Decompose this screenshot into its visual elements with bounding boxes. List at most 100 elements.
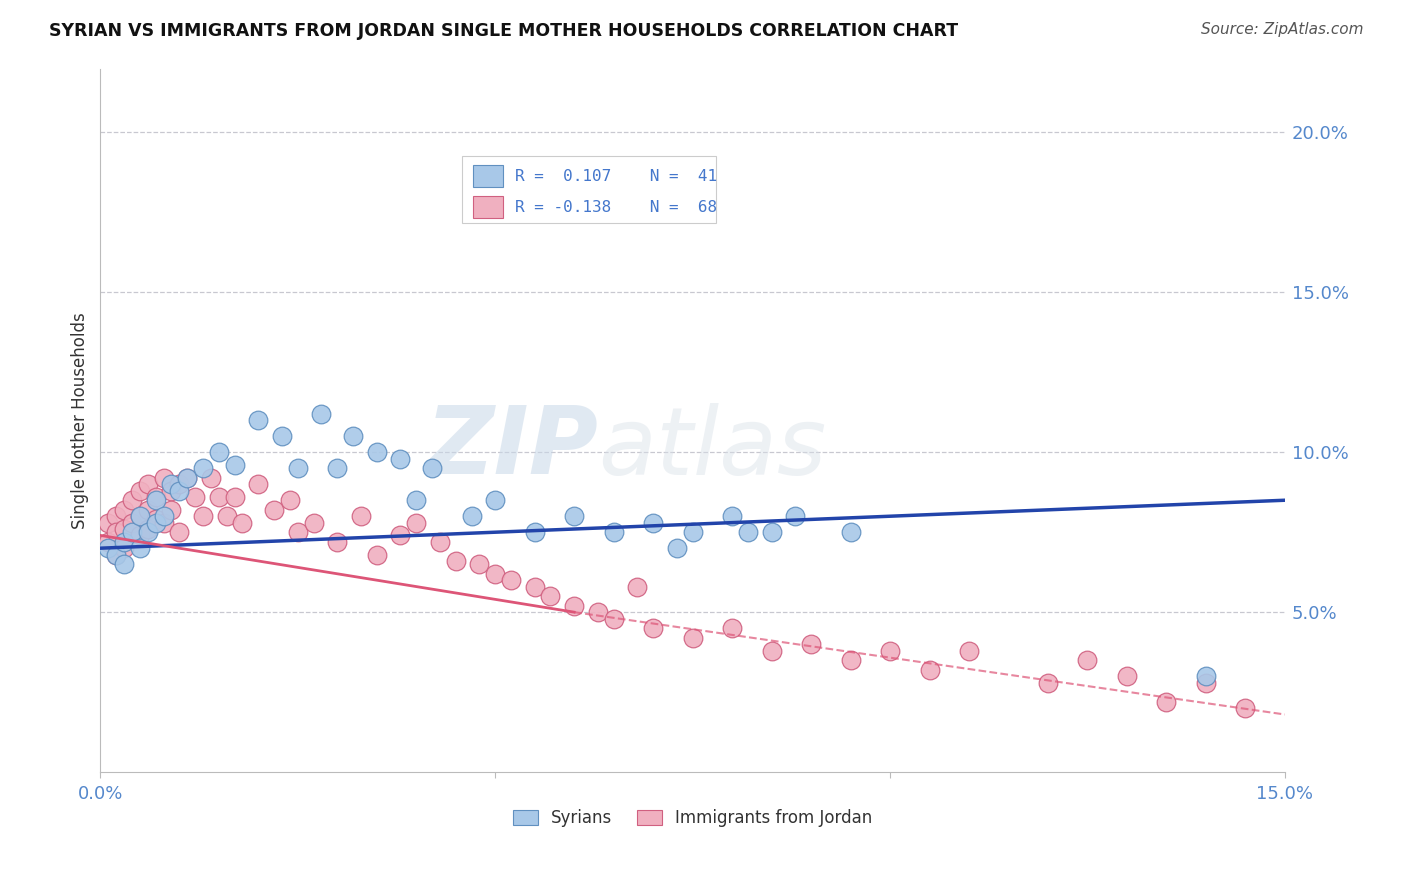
Point (468, 557, 491, 571)
Point (1116, 669, 1139, 683)
Point (643, 516, 665, 530)
Point (112, 557, 135, 571)
Point (562, 509, 585, 524)
Point (761, 525, 783, 540)
Point (145, 493, 167, 508)
Point (191, 461, 214, 475)
Point (271, 429, 294, 443)
Point (152, 509, 174, 524)
Point (112, 541, 135, 556)
Point (128, 528, 150, 542)
Point (326, 534, 349, 549)
Point (800, 637, 823, 651)
Point (152, 471, 174, 485)
Point (224, 458, 246, 472)
Point (839, 525, 862, 540)
Point (540, 589, 562, 603)
Point (839, 653, 862, 667)
Point (682, 631, 704, 645)
Point (215, 509, 238, 524)
Point (136, 477, 159, 491)
Point (405, 516, 427, 530)
Point (247, 477, 270, 491)
Point (682, 525, 704, 540)
Point (160, 477, 183, 491)
Point (231, 516, 253, 530)
Point (405, 493, 427, 508)
Point (145, 512, 167, 526)
Point (136, 525, 159, 540)
Text: R = -0.138    N =  68: R = -0.138 N = 68 (515, 200, 717, 215)
Point (311, 407, 333, 421)
Point (562, 599, 585, 613)
Point (389, 528, 412, 542)
Point (176, 471, 198, 485)
Point (429, 534, 451, 549)
Point (366, 548, 388, 562)
Point (484, 566, 506, 581)
Point (1156, 695, 1178, 709)
Point (1076, 653, 1098, 667)
Point (208, 490, 231, 504)
Point (420, 461, 443, 475)
Point (121, 493, 143, 508)
Point (169, 483, 191, 498)
Point (1195, 669, 1218, 683)
Point (523, 525, 546, 540)
Point (761, 643, 783, 657)
Point (191, 509, 214, 524)
Point (586, 605, 609, 619)
Point (302, 516, 325, 530)
Point (121, 525, 143, 540)
Point (484, 493, 506, 508)
Point (136, 503, 159, 517)
Point (128, 483, 150, 498)
Point (105, 548, 128, 562)
Legend: Syrians, Immigrants from Jordan: Syrians, Immigrants from Jordan (506, 803, 879, 834)
Point (160, 503, 183, 517)
FancyBboxPatch shape (461, 156, 716, 223)
Point (444, 554, 467, 568)
Text: atlas: atlas (598, 403, 827, 494)
Text: SYRIAN VS IMMIGRANTS FROM JORDAN SINGLE MOTHER HOUSEHOLDS CORRELATION CHART: SYRIAN VS IMMIGRANTS FROM JORDAN SINGLE … (49, 22, 959, 40)
Text: ZIP: ZIP (425, 402, 598, 494)
Point (208, 445, 231, 459)
Point (721, 509, 744, 524)
Point (128, 509, 150, 524)
Point (105, 525, 128, 540)
Point (460, 509, 482, 524)
Point (176, 471, 198, 485)
Text: Source: ZipAtlas.com: Source: ZipAtlas.com (1201, 22, 1364, 37)
Point (342, 429, 364, 443)
Point (499, 573, 522, 587)
Point (97, 541, 120, 556)
Point (200, 471, 222, 485)
Point (128, 509, 150, 524)
Point (169, 525, 191, 540)
Point (957, 643, 980, 657)
Point (112, 503, 135, 517)
Point (287, 461, 309, 475)
Point (97, 534, 120, 549)
Point (737, 525, 759, 540)
Point (121, 516, 143, 530)
Point (145, 490, 167, 504)
Point (169, 477, 191, 491)
Point (278, 493, 301, 508)
Point (602, 611, 624, 625)
Point (152, 516, 174, 530)
FancyBboxPatch shape (474, 165, 503, 187)
Point (785, 509, 807, 524)
Point (224, 490, 246, 504)
Point (602, 525, 624, 540)
Y-axis label: Single Mother Households: Single Mother Households (72, 312, 89, 529)
Point (1195, 675, 1218, 690)
Point (145, 516, 167, 530)
Point (1234, 701, 1257, 715)
Point (1036, 675, 1059, 690)
Text: R =  0.107    N =  41: R = 0.107 N = 41 (515, 169, 717, 184)
Point (97, 516, 120, 530)
Point (643, 621, 665, 635)
Point (247, 413, 270, 427)
Point (626, 580, 648, 594)
